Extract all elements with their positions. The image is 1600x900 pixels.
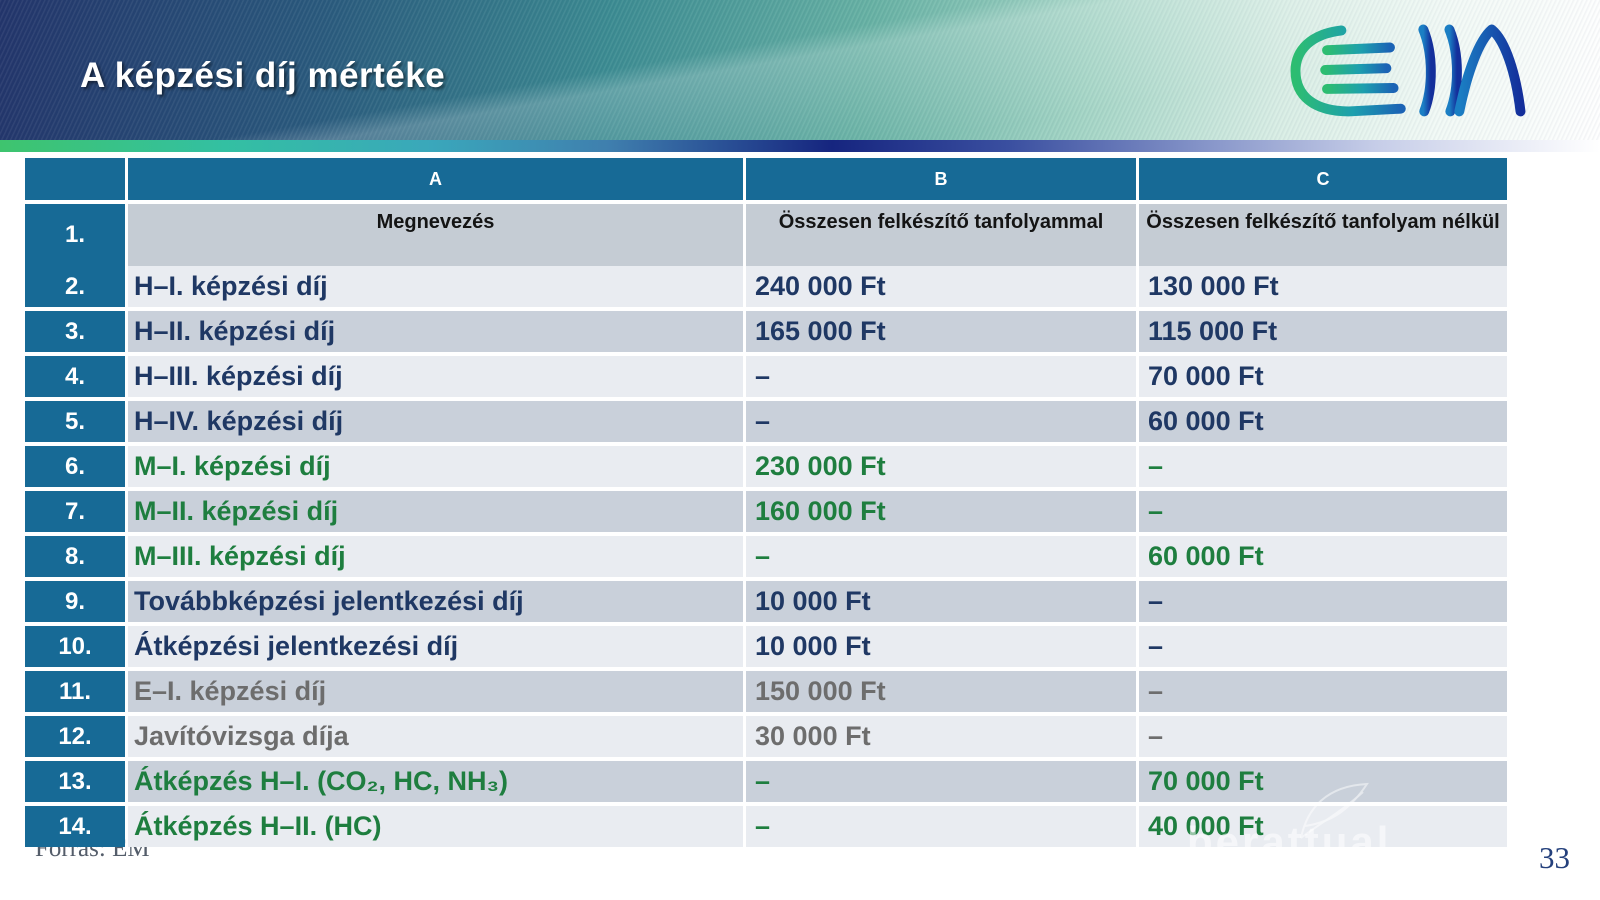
row-number: 8.	[25, 536, 125, 577]
fee-without-course: 130 000 Ft	[1139, 266, 1507, 307]
row-number: 11.	[25, 671, 125, 712]
slide-header-banner: A képzési díj mértéke	[0, 0, 1600, 140]
table-row: 9. Továbbképzési jelentkezési díj 10 000…	[25, 581, 1507, 622]
column-letter-row: A B C	[25, 158, 1507, 200]
fee-with-course: 30 000 Ft	[746, 716, 1136, 757]
fee-without-course: –	[1139, 446, 1507, 487]
field-header-name: Megnevezés	[128, 204, 743, 266]
fee-without-course: 70 000 Ft	[1139, 356, 1507, 397]
fee-without-course: 115 000 Ft	[1139, 311, 1507, 352]
fee-name: H–II. képzési díj	[128, 311, 743, 352]
fee-name: H–I. képzési díj	[128, 266, 743, 307]
fee-with-course: 160 000 Ft	[746, 491, 1136, 532]
row-number: 4.	[25, 356, 125, 397]
row-number: 3.	[25, 311, 125, 352]
row-number: 12.	[25, 716, 125, 757]
watermark-leaf-icon	[1293, 778, 1373, 847]
slide-title: A képzési díj mértéke	[80, 56, 446, 95]
fee-with-course: 230 000 Ft	[746, 446, 1136, 487]
fee-with-course: –	[746, 401, 1136, 442]
fee-without-course: –	[1139, 671, 1507, 712]
fee-name: M–II. képzési díj	[128, 491, 743, 532]
fee-name: M–III. képzési díj	[128, 536, 743, 577]
fee-with-course: –	[746, 761, 1136, 802]
column-header-b: B	[746, 158, 1136, 200]
table-row: 5. H–IV. képzési díj – 60 000 Ft	[25, 401, 1507, 442]
fee-without-course: –	[1139, 626, 1507, 667]
fee-with-course: 240 000 Ft	[746, 266, 1136, 307]
fee-without-course: 60 000 Ft	[1139, 536, 1507, 577]
table-row: 6. M–I. képzési díj 230 000 Ft –	[25, 446, 1507, 487]
fee-with-course: –	[746, 806, 1136, 847]
column-header-c: C	[1139, 158, 1507, 200]
fee-without-course: –	[1139, 581, 1507, 622]
fee-without-course: 40 000 Ft	[1139, 806, 1507, 847]
fee-with-course: 10 000 Ft	[746, 581, 1136, 622]
fee-name: Átképzés H–II. (HC)	[128, 806, 743, 847]
row-number: 13.	[25, 761, 125, 802]
row-number: 9.	[25, 581, 125, 622]
fee-name: Továbbképzési jelentkezési díj	[128, 581, 743, 622]
table-body: 2. H–I. képzési díj 240 000 Ft 130 000 F…	[25, 266, 1507, 847]
fee-without-course: –	[1139, 716, 1507, 757]
page-number: 33	[1539, 840, 1570, 875]
row-number: 10.	[25, 626, 125, 667]
table-row: 11. E–I. képzési díj 150 000 Ft –	[25, 671, 1507, 712]
table-row: 14. Átképzés H–II. (HC) – 40 000 Ft	[25, 806, 1507, 847]
row-number: 2.	[25, 266, 125, 307]
fee-with-course: 10 000 Ft	[746, 626, 1136, 667]
table-row: 2. H–I. képzési díj 240 000 Ft 130 000 F…	[25, 266, 1507, 307]
table-row: 12. Javítóvizsga díja 30 000 Ft –	[25, 716, 1507, 757]
fee-name: H–IV. képzési díj	[128, 401, 743, 442]
row-number: 6.	[25, 446, 125, 487]
watermark-text: berattual	[1187, 818, 1392, 851]
header-divider-stripe	[0, 140, 1600, 152]
fee-name: Átképzési jelentkezési díj	[128, 626, 743, 667]
table-row: 10. Átképzési jelentkezési díj 10 000 Ft…	[25, 626, 1507, 667]
row-number: 1.	[25, 204, 125, 266]
fee-without-course: 60 000 Ft	[1139, 401, 1507, 442]
fee-with-course: –	[746, 356, 1136, 397]
fee-name: H–III. képzési díj	[128, 356, 743, 397]
fee-without-course: 70 000 Ft	[1139, 761, 1507, 802]
fees-table: A B C 1. Megnevezés Összesen felkészítő …	[25, 158, 1507, 851]
field-header-without-course: Összesen felkészítő tanfolyam nélkül	[1139, 204, 1507, 266]
fee-name: E–I. képzési díj	[128, 671, 743, 712]
fee-without-course: –	[1139, 491, 1507, 532]
table-row: 4. H–III. képzési díj – 70 000 Ft	[25, 356, 1507, 397]
field-header-with-course: Összesen felkészítő tanfolyammal	[746, 204, 1136, 266]
table-row: 8. M–III. képzési díj – 60 000 Ft	[25, 536, 1507, 577]
fee-with-course: 150 000 Ft	[746, 671, 1136, 712]
table-row: 3. H–II. képzési díj 165 000 Ft 115 000 …	[25, 311, 1507, 352]
fee-name: Átképzés H–I. (CO₂, HC, NH₃)	[128, 761, 743, 802]
table-row: 13. Átképzés H–I. (CO₂, HC, NH₃) – 70 00…	[25, 761, 1507, 802]
corner-cell	[25, 158, 125, 200]
fee-with-course: –	[746, 536, 1136, 577]
row-number: 14.	[25, 806, 125, 847]
field-header-row: 1. Megnevezés Összesen felkészítő tanfol…	[25, 204, 1507, 266]
table-row: 7. M–II. képzési díj 160 000 Ft –	[25, 491, 1507, 532]
fee-name: Javítóvizsga díja	[128, 716, 743, 757]
row-number: 7.	[25, 491, 125, 532]
fee-with-course: 165 000 Ft	[746, 311, 1136, 352]
fee-name: M–I. képzési díj	[128, 446, 743, 487]
column-header-a: A	[128, 158, 743, 200]
row-number: 5.	[25, 401, 125, 442]
em-logo-icon	[1282, 16, 1552, 124]
